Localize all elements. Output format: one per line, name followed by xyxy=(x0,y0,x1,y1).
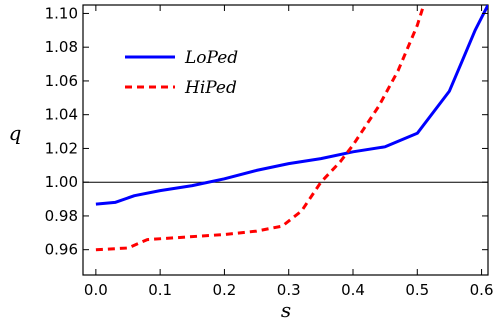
y-tick-label: 1.10 xyxy=(45,4,78,22)
plot-area xyxy=(82,4,489,276)
y-tick-label: 1.02 xyxy=(45,139,78,157)
x-tick-label: 0.5 xyxy=(405,281,429,299)
series-line-loped xyxy=(95,5,488,206)
y-tick-label: 0.98 xyxy=(45,207,78,225)
x-tick-label: 0.4 xyxy=(341,281,365,299)
x-axis-label: s xyxy=(281,298,291,322)
y-tick-label: 1.00 xyxy=(45,173,78,191)
y-tick-label: 1.06 xyxy=(45,72,78,90)
x-tick-label: 0.3 xyxy=(277,281,301,299)
y-tick-label: 1.04 xyxy=(45,106,78,124)
x-tick-label: 0.1 xyxy=(148,281,172,299)
y-axis-ticks: 0.96 0.98 1.00 1.02 1.04 1.06 1.08 1.10 xyxy=(45,4,488,259)
y-tick-label: 0.96 xyxy=(45,241,78,259)
y-axis-label: q xyxy=(9,121,22,145)
legend: LoPed HiPed xyxy=(125,48,238,98)
plot-frame xyxy=(82,4,489,276)
series-layer xyxy=(95,5,488,252)
series-line-hiped xyxy=(95,5,426,252)
y-tick-label: 1.08 xyxy=(45,38,78,56)
x-tick-label: 0.2 xyxy=(212,281,236,299)
legend-label-hiped: HiPed xyxy=(184,78,237,98)
x-tick-label: 0.0 xyxy=(84,281,108,299)
x-tick-label: 0.6 xyxy=(470,281,493,299)
legend-label-loped: LoPed xyxy=(184,48,238,68)
x-axis-ticks: 0.0 0.1 0.2 0.3 0.4 0.5 0.6 xyxy=(84,5,493,299)
